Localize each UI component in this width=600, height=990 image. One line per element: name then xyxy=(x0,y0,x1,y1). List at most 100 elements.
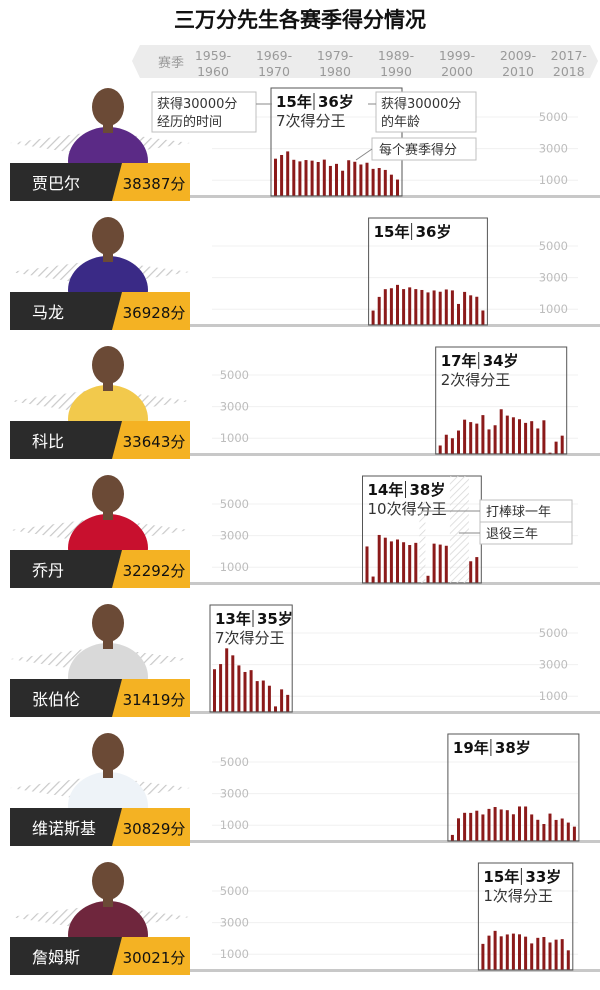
annotation-line: 打棒球一年 xyxy=(486,505,551,520)
season-bar xyxy=(438,291,442,325)
season-bar xyxy=(444,434,448,454)
season-bar xyxy=(481,415,485,454)
season-bar xyxy=(292,159,296,196)
season-bar xyxy=(487,935,491,970)
career-box xyxy=(368,217,488,326)
season-bar xyxy=(554,939,558,970)
season-bar xyxy=(255,681,259,712)
season-bar xyxy=(499,409,503,454)
season-bar xyxy=(389,174,393,196)
player-name: 詹姆斯 xyxy=(32,948,80,967)
y-tick-label: 1000 xyxy=(220,947,249,961)
season-bar xyxy=(280,154,284,196)
season-bar xyxy=(457,818,460,841)
player-name: 乔丹 xyxy=(32,561,64,580)
season-bar xyxy=(219,664,223,712)
row-baseline xyxy=(190,711,600,714)
season-bar xyxy=(493,807,497,841)
scoring-titles-label: 10次得分王 xyxy=(368,500,447,518)
season-bar xyxy=(420,289,424,325)
season-bar xyxy=(530,421,534,454)
player-name-box xyxy=(10,163,118,201)
timeline-tick-bottom: 1970 xyxy=(258,64,290,79)
season-bar xyxy=(213,669,216,712)
season-bar xyxy=(511,417,515,454)
player-name: 维诺斯基 xyxy=(32,819,96,838)
y-tick-label: 5000 xyxy=(539,239,568,253)
y-tick-label: 5000 xyxy=(220,884,249,898)
season-bar xyxy=(371,168,375,196)
player-name-box xyxy=(10,550,118,588)
annotation-line: 退役三年 xyxy=(486,527,538,542)
timeline-tick-top: 1959- xyxy=(195,48,231,63)
season-bar xyxy=(237,665,241,712)
player-name: 科比 xyxy=(32,432,64,451)
season-bar xyxy=(487,808,491,841)
age-at-30000-label: 35岁 xyxy=(257,610,293,628)
career-points: 36928分 xyxy=(123,304,186,322)
y-tick-label: 3000 xyxy=(220,529,249,543)
career-points-box xyxy=(112,163,190,201)
box-divider xyxy=(112,808,122,846)
season-bar xyxy=(304,160,308,196)
baseball-gap xyxy=(419,500,426,583)
player-name: 马龙 xyxy=(32,303,64,322)
season-bar xyxy=(377,296,381,325)
season-bar xyxy=(432,543,436,583)
age-at-30000-label: 38岁 xyxy=(495,739,531,757)
season-bar xyxy=(383,537,387,583)
y-tick-label: 1000 xyxy=(220,818,249,832)
head xyxy=(92,862,124,900)
annotation-line: 获得30000分 xyxy=(157,96,237,112)
head xyxy=(92,346,124,384)
neck xyxy=(103,508,113,520)
season-bar xyxy=(426,292,430,325)
season-bar xyxy=(414,542,418,583)
season-bar xyxy=(518,934,521,970)
neck xyxy=(103,766,113,778)
y-tick-label: 1000 xyxy=(539,689,568,703)
career-points: 30829分 xyxy=(123,820,186,838)
season-bar xyxy=(365,546,369,583)
y-tick-label: 1000 xyxy=(539,302,568,316)
season-bar xyxy=(560,818,564,841)
y-tick-label: 5000 xyxy=(220,755,249,769)
season-bar xyxy=(450,290,454,325)
career-points-box xyxy=(112,679,190,717)
scoring-titles-label: 2次得分王 xyxy=(441,371,511,389)
season-bar xyxy=(298,161,302,196)
season-bar xyxy=(481,814,485,841)
season-bar xyxy=(444,289,448,325)
career-years-label: 17年 xyxy=(441,352,477,370)
season-bar xyxy=(524,422,528,454)
career-years-label: 15年 xyxy=(276,93,312,111)
season-bar xyxy=(457,303,460,325)
head xyxy=(92,475,124,513)
head xyxy=(92,88,124,126)
season-bar xyxy=(499,809,503,841)
season-bar xyxy=(383,169,387,196)
season-bar xyxy=(475,423,479,454)
career-box xyxy=(477,862,574,971)
player-row: 10003000500019年38岁41维诺斯基30829分 xyxy=(10,733,600,846)
timeline-tick-top: 1999- xyxy=(439,48,475,63)
season-bar xyxy=(463,291,467,325)
season-bar xyxy=(566,822,570,841)
y-tick-label: 3000 xyxy=(220,400,249,414)
annotation-season-points: 每个赛季得分 xyxy=(355,137,477,161)
season-bar xyxy=(365,162,369,196)
season-bar xyxy=(518,806,521,841)
y-tick-label: 1000 xyxy=(220,431,249,445)
season-bar xyxy=(524,936,528,970)
season-bar xyxy=(566,950,570,970)
season-bar xyxy=(261,680,265,712)
career-points: 31419分 xyxy=(123,691,186,709)
season-bar xyxy=(402,542,406,583)
season-bar xyxy=(560,939,564,970)
timeline-tick-top: 2017- xyxy=(551,48,587,63)
season-bar xyxy=(493,425,497,454)
player-name-box xyxy=(10,421,118,459)
season-bar xyxy=(536,937,540,970)
